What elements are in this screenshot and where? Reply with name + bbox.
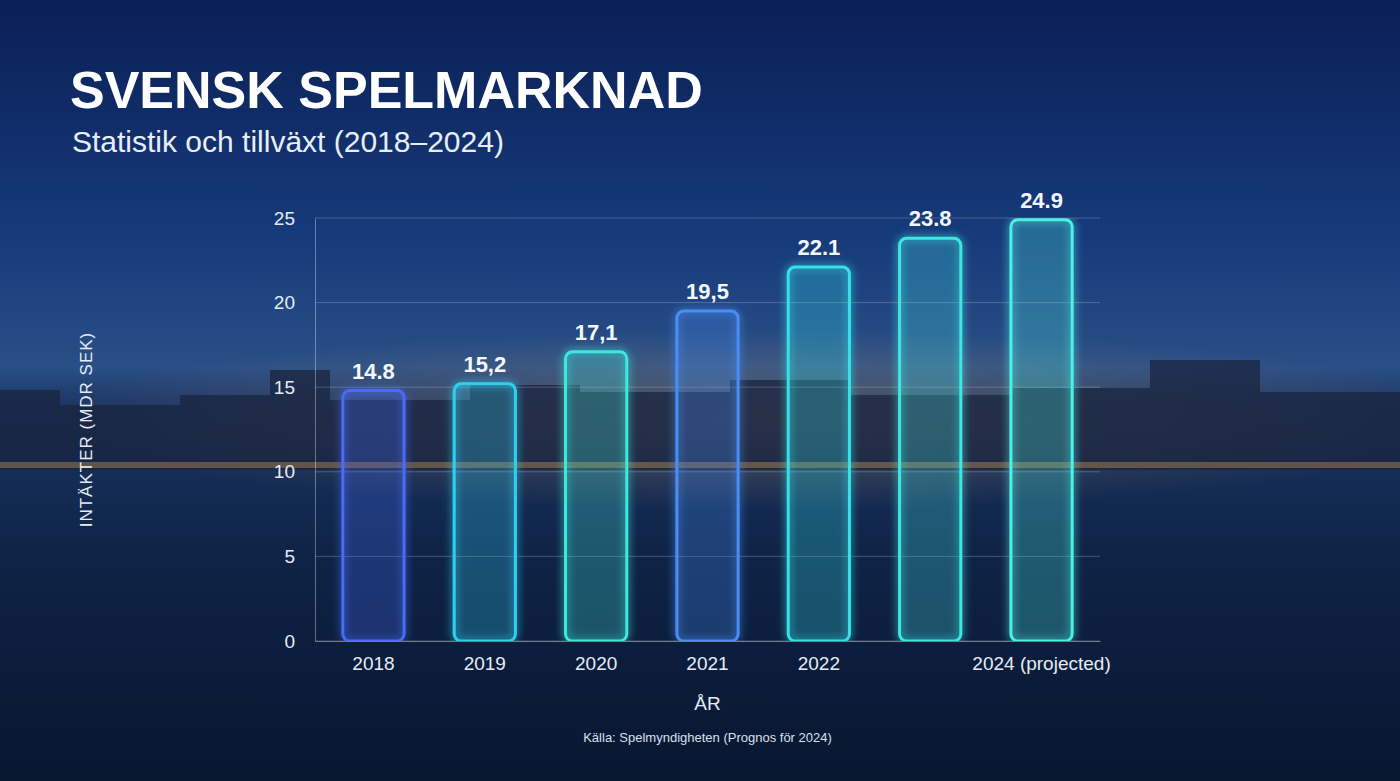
- bars: [343, 220, 1072, 641]
- building: [180, 395, 270, 470]
- data-label: 22.1: [797, 235, 840, 260]
- title: SVENSK SPELMARKNAD: [70, 61, 703, 119]
- x-tick: 2021: [686, 641, 728, 674]
- x-axis-title: ÅR: [694, 693, 720, 714]
- y-tick-label: 10: [274, 461, 295, 482]
- building: [1260, 392, 1400, 470]
- y-tick: 20: [274, 292, 315, 313]
- y-tick: 10: [274, 461, 315, 482]
- x-tick: 2022: [798, 641, 840, 674]
- bar: [1011, 220, 1072, 641]
- building: [270, 370, 330, 470]
- x-tick-label: 2024 (projected): [972, 653, 1110, 674]
- x-tick-label: 2020: [575, 653, 617, 674]
- y-tick-label: 0: [284, 631, 295, 652]
- data-labels: 14.8 15,2 17,1 19,5 22.1 23.8 24.9: [352, 188, 1063, 384]
- y-tick-label: 5: [284, 546, 295, 567]
- bar: [343, 391, 404, 641]
- x-tick: 2024 (projected): [972, 641, 1110, 674]
- bar: [454, 384, 515, 641]
- x-tick: 2019: [464, 641, 506, 674]
- bar: [900, 238, 961, 641]
- source-note: Källa: Spelmyndigheten (Prognos för 2024…: [583, 730, 832, 745]
- y-tick: 25: [274, 208, 315, 229]
- bar: [566, 352, 627, 641]
- data-label: 17,1: [575, 320, 618, 345]
- data-label: 14.8: [352, 359, 395, 384]
- building: [1150, 360, 1260, 470]
- y-tick: 5: [284, 546, 315, 567]
- y-tick-label: 25: [274, 208, 295, 229]
- bar: [677, 311, 738, 641]
- x-tick-label: 2021: [686, 653, 728, 674]
- y-axis: 0 5 10 15 20 25: [274, 208, 316, 652]
- data-label: 23.8: [909, 206, 952, 231]
- subtitle: Statistik och tillväxt (2018–2024): [72, 125, 504, 158]
- y-tick-label: 15: [274, 377, 295, 398]
- x-tick-label: 2019: [464, 653, 506, 674]
- y-tick-label: 20: [274, 292, 295, 313]
- data-label: 15,2: [463, 352, 506, 377]
- x-axis: 2018 2019 2020 2021 2022 2024 (projected): [316, 641, 1111, 674]
- grid: [315, 218, 1100, 641]
- chart: SVENSK SPELMARKNAD Statistik och tillväxt…: [0, 0, 1400, 781]
- building: [0, 390, 60, 470]
- data-label: 24.9: [1020, 188, 1063, 213]
- x-tick: 2020: [575, 641, 617, 674]
- x-tick-label: 2018: [352, 653, 394, 674]
- y-tick: 0: [284, 631, 315, 652]
- x-tick-label: 2022: [798, 653, 840, 674]
- bar: [788, 267, 849, 641]
- y-axis-title: INTÄKTER (MDR SEK): [77, 332, 96, 528]
- grid-line: [315, 218, 1100, 219]
- y-tick: 15: [274, 377, 315, 398]
- y-axis-line: [315, 219, 316, 642]
- data-label: 19,5: [686, 279, 729, 304]
- x-axis-line: [316, 641, 1101, 642]
- x-tick: 2018: [352, 641, 394, 674]
